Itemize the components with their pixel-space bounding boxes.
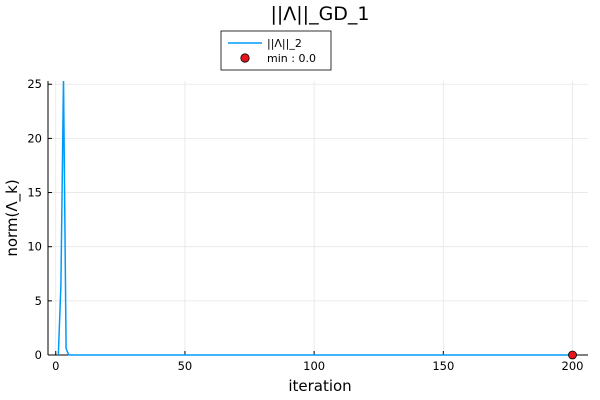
x-tick-label: 50 xyxy=(178,359,193,373)
legend-box xyxy=(220,30,332,71)
ticks: 0 50 100 150 200 0 5 10 15 20 25 xyxy=(27,77,583,373)
x-tick-label: 200 xyxy=(562,359,584,373)
legend-entry-marker: min : 0.0 xyxy=(267,52,316,65)
y-tick-label: 25 xyxy=(27,77,42,91)
axes xyxy=(47,81,588,356)
x-axis-label: iteration xyxy=(288,377,351,395)
y-axis-label: norm(Λ_k) xyxy=(3,179,22,256)
y-tick-label: 10 xyxy=(27,240,42,254)
x-tick-label: 100 xyxy=(303,359,325,373)
x-tick-label: 0 xyxy=(52,359,59,373)
legend-entry-series: ||Λ||_2 xyxy=(267,37,302,50)
grid xyxy=(48,81,588,356)
y-tick-label: 5 xyxy=(35,294,42,308)
y-tick-label: 0 xyxy=(35,348,42,362)
y-tick-label: 20 xyxy=(27,131,42,145)
chart-title: ||Λ||_GD_1 xyxy=(270,3,369,25)
x-tick-label: 150 xyxy=(432,359,454,373)
min-marker xyxy=(568,350,577,360)
series-line xyxy=(57,81,573,356)
legend-marker-swatch xyxy=(240,53,250,63)
series xyxy=(57,81,577,360)
y-tick-label: 15 xyxy=(27,186,42,200)
legend: ||Λ||_2 min : 0.0 xyxy=(220,30,332,71)
